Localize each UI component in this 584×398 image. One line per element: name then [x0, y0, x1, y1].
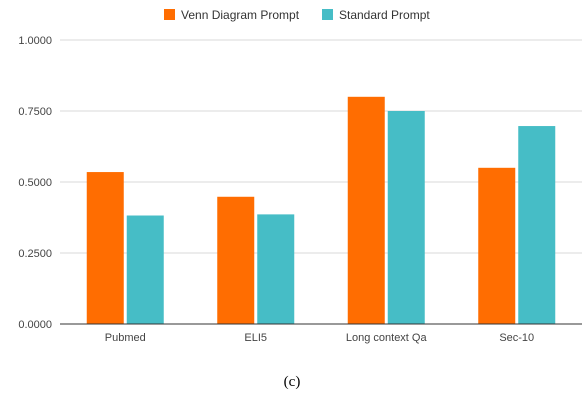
x-tick-label: ELI5 [244, 332, 267, 344]
bar-chart: Venn Diagram Prompt Standard Prompt 0.00… [18, 8, 582, 344]
y-axis-ticks: 0.0000 0.2500 0.5000 0.7500 1.0000 [18, 35, 52, 331]
x-tick-label: Pubmed [105, 332, 146, 344]
y-tick-label: 1.0000 [18, 35, 52, 47]
y-tick-label: 0.7500 [18, 106, 52, 118]
bar-standard-0 [126, 215, 164, 324]
legend: Venn Diagram Prompt Standard Prompt [164, 8, 430, 22]
bar-standard-1 [257, 214, 295, 324]
legend-swatch-standard [322, 9, 333, 20]
bar-standard-3 [518, 126, 556, 324]
figure-caption: (c) [283, 374, 301, 390]
bar-venn-0 [86, 172, 124, 324]
bar-venn-1 [217, 196, 255, 324]
bars [86, 96, 556, 324]
legend-label-venn: Venn Diagram Prompt [181, 8, 300, 22]
legend-swatch-venn [164, 9, 175, 20]
bar-venn-3 [478, 167, 516, 324]
y-tick-label: 0.0000 [18, 319, 52, 331]
x-axis-ticks: Pubmed ELI5 Long context Qa Sec-10 [105, 332, 534, 344]
bar-venn-2 [347, 96, 385, 324]
legend-label-standard: Standard Prompt [339, 8, 430, 22]
bar-standard-2 [387, 111, 425, 324]
x-tick-label: Sec-10 [499, 332, 534, 344]
y-tick-label: 0.5000 [18, 177, 52, 189]
y-tick-label: 0.2500 [18, 248, 52, 260]
x-tick-label: Long context Qa [346, 332, 428, 344]
